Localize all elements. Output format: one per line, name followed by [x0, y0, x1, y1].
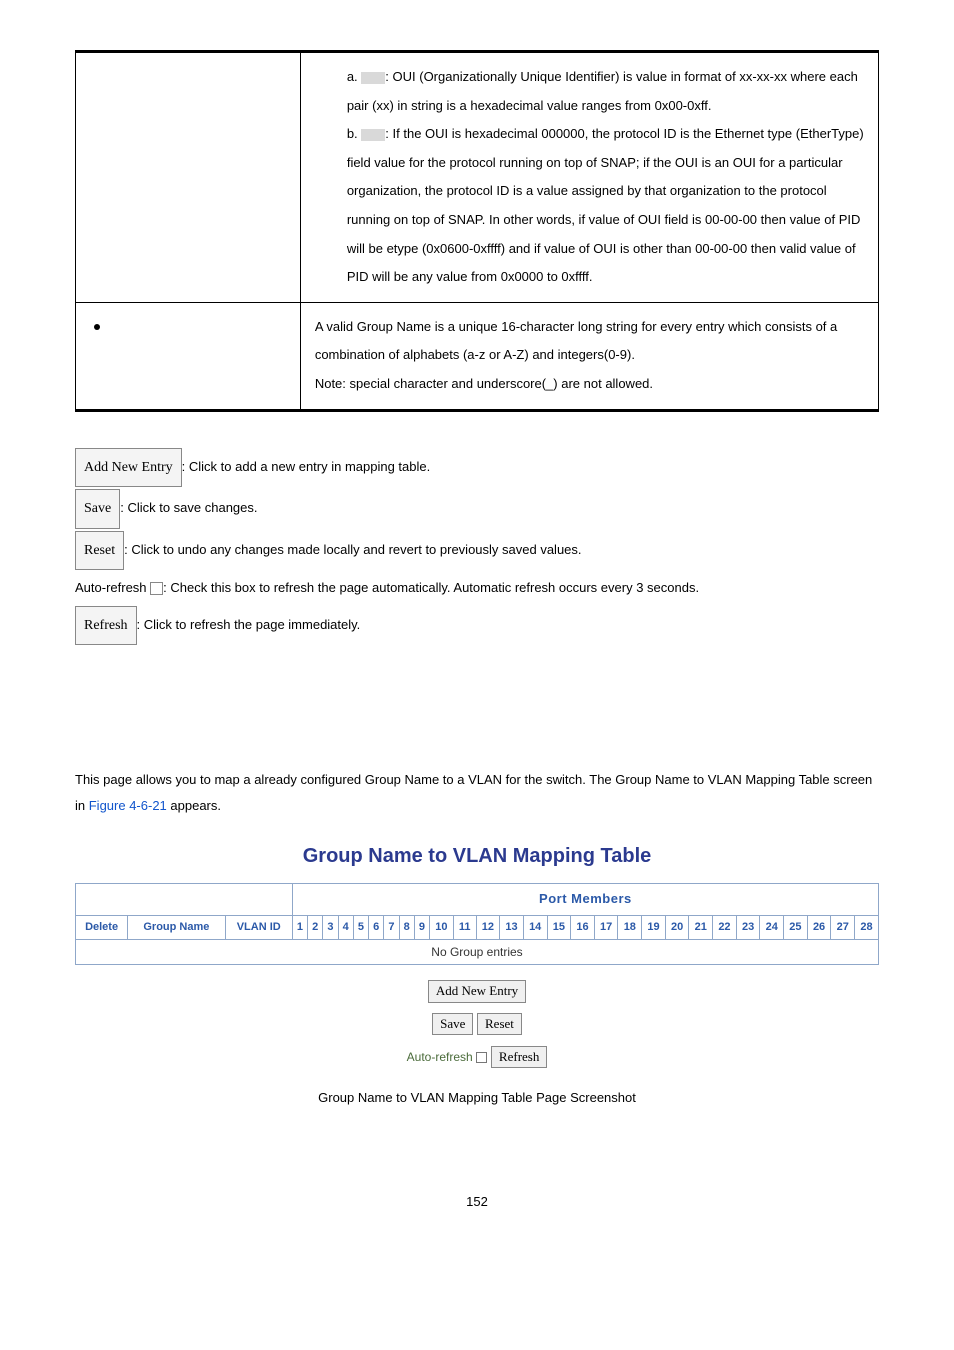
param-cell-right-2: A valid Group Name is a unique 16-charac…: [300, 302, 878, 410]
port-col-12: 12: [476, 915, 500, 939]
port-col-28: 28: [855, 915, 879, 939]
save-line: Save: Click to save changes.: [75, 489, 879, 529]
mapping-table-title: Group Name to VLAN Mapping Table: [75, 837, 879, 875]
table-add-entry-button[interactable]: Add New Entry: [428, 980, 526, 1002]
port-col-13: 13: [500, 915, 524, 939]
item-a-body: : OUI (Organizationally Unique Identifie…: [347, 69, 858, 113]
port-col-17: 17: [594, 915, 618, 939]
table-save-button[interactable]: Save: [432, 1013, 473, 1035]
item-b-prefix: b.: [347, 126, 361, 141]
port-col-15: 15: [547, 915, 571, 939]
port-col-10: 10: [430, 915, 454, 939]
port-col-24: 24: [760, 915, 784, 939]
bullet-icon: [94, 324, 100, 330]
add-new-entry-button[interactable]: Add New Entry: [75, 448, 182, 488]
param-cell-left-2: [76, 302, 301, 410]
port-col-19: 19: [642, 915, 666, 939]
autorefresh-checkbox[interactable]: [150, 582, 163, 595]
subitem-b: b. : If the OUI is hexadecimal 000000, t…: [315, 120, 864, 292]
port-col-23: 23: [736, 915, 760, 939]
reset-line: Reset: Click to undo any changes made lo…: [75, 531, 879, 571]
port-col-7: 7: [384, 915, 399, 939]
redacted-pid-label: [361, 129, 385, 141]
port-col-27: 27: [831, 915, 855, 939]
port-col-14: 14: [523, 915, 547, 939]
vlan-mapping-table: Port Members Delete Group Name VLAN ID 1…: [75, 883, 879, 965]
refresh-button[interactable]: Refresh: [75, 606, 137, 646]
port-col-11: 11: [453, 915, 476, 939]
port-col-26: 26: [807, 915, 831, 939]
parameter-table: a. : OUI (Organizationally Unique Identi…: [75, 50, 879, 412]
no-entries-cell: No Group entries: [76, 939, 879, 965]
blank-header: [76, 884, 293, 916]
page-number: 152: [75, 1190, 879, 1215]
save-desc: : Click to save changes.: [120, 500, 257, 515]
port-col-1: 1: [292, 915, 307, 939]
para-part2: appears.: [167, 798, 221, 813]
col-group-name: Group Name: [128, 915, 225, 939]
add-entry-line: Add New Entry: Click to add a new entry …: [75, 448, 879, 488]
port-col-4: 4: [338, 915, 353, 939]
port-col-25: 25: [784, 915, 808, 939]
port-col-20: 20: [665, 915, 689, 939]
vlan-controls: Add New Entry Save Reset Auto-refresh Re…: [75, 979, 879, 1069]
figure-ref: Figure 4-6-21: [89, 798, 167, 813]
autorefresh-desc: : Check this box to refresh the page aut…: [163, 580, 699, 595]
table-refresh-button[interactable]: Refresh: [491, 1046, 547, 1068]
figure-caption: Group Name to VLAN Mapping Table Page Sc…: [75, 1086, 879, 1111]
port-col-9: 9: [414, 915, 429, 939]
param-cell-right-1: a. : OUI (Organizationally Unique Identi…: [300, 52, 878, 303]
port-col-16: 16: [571, 915, 595, 939]
port-col-18: 18: [618, 915, 642, 939]
reset-button[interactable]: Reset: [75, 531, 124, 571]
refresh-line: Refresh: Click to refresh the page immed…: [75, 606, 879, 646]
table-reset-button[interactable]: Reset: [477, 1013, 522, 1035]
group-name-desc: A valid Group Name is a unique 16-charac…: [315, 313, 864, 370]
col-delete: Delete: [76, 915, 128, 939]
param-cell-left-1: [76, 52, 301, 303]
port-col-5: 5: [353, 915, 368, 939]
refresh-desc: : Click to refresh the page immediately.: [137, 617, 361, 632]
port-col-21: 21: [689, 915, 713, 939]
buttons-section: Add New Entry: Click to add a new entry …: [75, 448, 879, 646]
autorefresh-line: Auto-refresh : Check this box to refresh…: [75, 572, 879, 603]
port-col-8: 8: [399, 915, 414, 939]
port-col-6: 6: [369, 915, 384, 939]
port-col-2: 2: [308, 915, 323, 939]
table-autorefresh-checkbox[interactable]: [476, 1052, 487, 1063]
port-col-22: 22: [713, 915, 737, 939]
port-col-3: 3: [323, 915, 338, 939]
subitem-a: a. : OUI (Organizationally Unique Identi…: [315, 63, 864, 120]
reset-desc: : Click to undo any changes made locally…: [124, 542, 581, 557]
intro-paragraph: This page allows you to map a already co…: [75, 767, 879, 819]
save-button[interactable]: Save: [75, 489, 120, 529]
item-a-prefix: a.: [347, 69, 361, 84]
group-name-note: Note: special character and underscore(_…: [315, 370, 864, 399]
col-vlan-id: VLAN ID: [225, 915, 292, 939]
add-new-entry-desc: : Click to add a new entry in mapping ta…: [182, 459, 431, 474]
item-b-body: : If the OUI is hexadecimal 000000, the …: [347, 126, 864, 284]
port-members-header: Port Members: [292, 884, 878, 916]
redacted-oui-label: [361, 72, 385, 84]
table-autorefresh-label: Auto-refresh: [407, 1050, 473, 1064]
autorefresh-prefix: Auto-refresh: [75, 580, 150, 595]
